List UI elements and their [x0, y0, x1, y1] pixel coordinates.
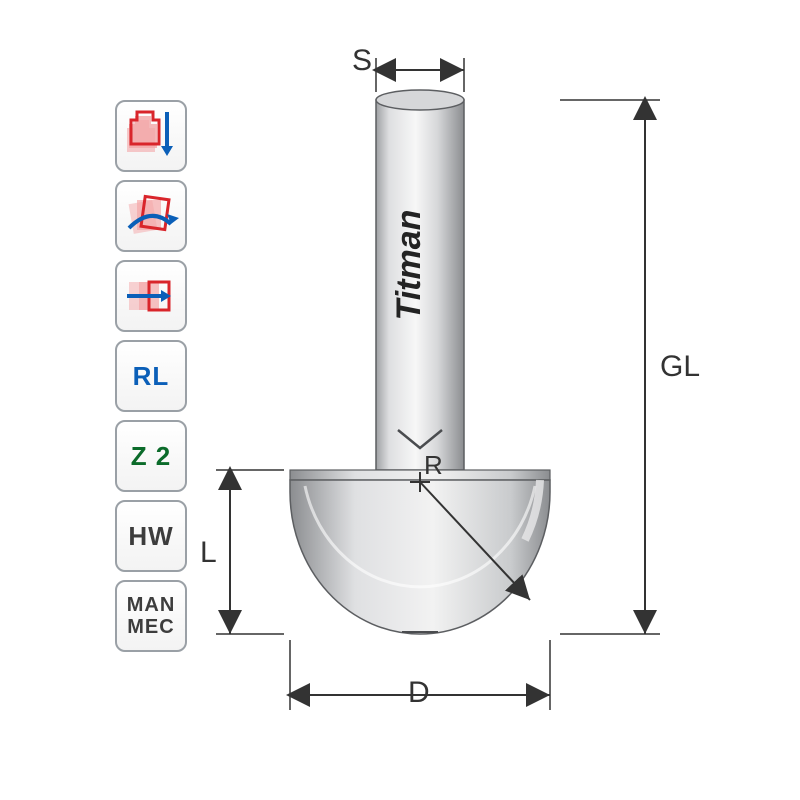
- label-d: D: [408, 676, 430, 710]
- cutter-head: [290, 470, 550, 634]
- dimension-gl: [560, 100, 660, 634]
- router-bit-drawing: Titman: [0, 0, 800, 800]
- brand-text: Titman: [390, 210, 428, 321]
- dimension-l: [216, 470, 284, 634]
- label-gl: GL: [660, 350, 700, 384]
- label-l: L: [200, 536, 217, 570]
- label-s: S: [352, 44, 372, 78]
- dimension-s: [376, 58, 464, 92]
- diagram-canvas: RL Z 2 HW MAN MEC: [0, 0, 800, 800]
- label-r: R: [424, 450, 443, 481]
